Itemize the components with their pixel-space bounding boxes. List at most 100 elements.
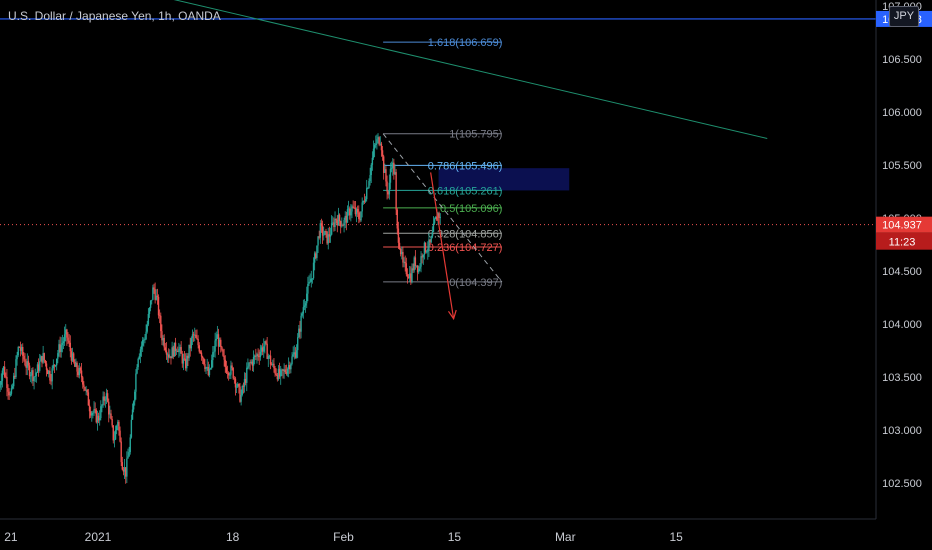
- candle-body: [84, 386, 86, 391]
- candle-body: [395, 172, 397, 210]
- candle-body: [166, 354, 169, 356]
- candle-body: [401, 251, 403, 255]
- candle-body: [52, 364, 55, 369]
- candle-body: [371, 157, 374, 165]
- candle-body: [289, 365, 291, 370]
- candle-body: [22, 346, 24, 356]
- candle-body: [82, 377, 84, 385]
- candle-body: [40, 356, 42, 362]
- candle-body: [283, 369, 285, 372]
- candle-body: [215, 338, 217, 341]
- candle-body: [244, 378, 247, 383]
- candle-body: [308, 281, 310, 285]
- candle-body: [29, 375, 32, 377]
- candle-body: [388, 182, 391, 195]
- candle-body: [355, 209, 358, 215]
- candle-body: [148, 307, 151, 315]
- candle-body: [53, 364, 56, 366]
- candle-body: [154, 289, 156, 300]
- candle-body: [373, 144, 376, 149]
- candle-body: [243, 378, 246, 387]
- candle-body: [58, 344, 60, 354]
- candle-body: [136, 367, 138, 374]
- candle-body: [411, 268, 413, 283]
- candle-body: [138, 356, 140, 359]
- candle-body: [414, 257, 417, 267]
- candle-body: [62, 341, 65, 344]
- candle-body: [45, 363, 48, 370]
- candle-body: [313, 253, 316, 263]
- candle-body: [212, 352, 214, 361]
- candle-body: [319, 223, 322, 238]
- candle-body: [220, 339, 222, 347]
- candle-body: [290, 363, 292, 370]
- candle-body: [128, 452, 130, 457]
- candle-body: [291, 356, 293, 364]
- candle-body: [139, 349, 142, 357]
- price-tick-label: 106.000: [882, 107, 922, 119]
- candle-body: [186, 355, 188, 369]
- candle-body: [423, 242, 426, 255]
- candle-body: [170, 356, 172, 359]
- candle-body: [207, 366, 210, 376]
- candle-body: [111, 418, 113, 426]
- candle-body: [208, 368, 211, 376]
- candle-body: [230, 365, 232, 375]
- candle-body: [51, 368, 53, 382]
- candle-body: [137, 358, 139, 368]
- candle-body: [234, 378, 237, 388]
- candle-body: [113, 439, 116, 441]
- candle-body: [397, 228, 400, 243]
- candle-body: [285, 372, 288, 374]
- candle-body: [103, 396, 105, 401]
- candle-body: [293, 352, 296, 355]
- candle-body: [96, 415, 99, 423]
- candle-body: [155, 295, 157, 300]
- candle-body: [217, 334, 220, 347]
- candle-body: [33, 376, 35, 381]
- candle-body: [318, 236, 320, 238]
- candle-body: [87, 392, 90, 406]
- candle-body: [422, 254, 424, 258]
- candle-body: [164, 347, 167, 351]
- candle-body: [431, 231, 434, 238]
- candle-body: [115, 425, 118, 431]
- candle-body: [226, 372, 229, 374]
- candle-body: [76, 362, 78, 372]
- candle-body: [49, 370, 51, 381]
- candle-body: [339, 221, 342, 227]
- candle-body: [256, 354, 258, 357]
- candle-body: [83, 384, 85, 387]
- candle-body: [42, 353, 44, 363]
- price-tick-label: 104.000: [882, 319, 922, 331]
- candles: [0, 133, 441, 484]
- candle-body: [341, 225, 343, 227]
- candle-body: [292, 354, 294, 357]
- candle-body: [403, 261, 405, 263]
- candle-body: [196, 337, 198, 339]
- candle-body: [421, 256, 423, 258]
- candle-body: [218, 339, 221, 347]
- candle-body: [329, 234, 332, 237]
- candle-body: [46, 369, 49, 375]
- candle-body: [231, 365, 233, 368]
- candle-body: [394, 172, 396, 175]
- candle-body: [8, 391, 10, 396]
- currency-badge[interactable]: JPY: [889, 6, 919, 27]
- candle-body: [241, 386, 243, 395]
- candle-body: [336, 220, 338, 226]
- candle-body: [382, 156, 385, 173]
- price-axis: [876, 0, 932, 550]
- candle-body: [13, 375, 15, 387]
- candle-body: [287, 365, 290, 370]
- candle-body: [158, 315, 161, 317]
- candle-body: [15, 359, 17, 378]
- candle-body: [201, 356, 204, 359]
- candle-body: [254, 355, 256, 357]
- candle-body: [251, 361, 254, 366]
- candle-body: [412, 268, 414, 271]
- candle-body: [277, 368, 280, 380]
- candle-body: [65, 329, 67, 335]
- candle-body: [50, 380, 52, 382]
